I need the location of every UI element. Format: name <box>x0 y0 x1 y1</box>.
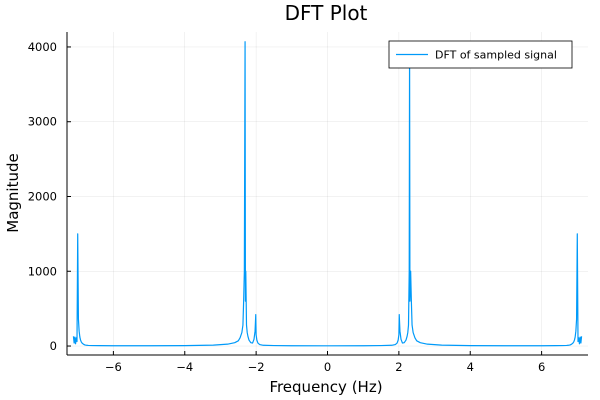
series-layer <box>72 41 583 347</box>
y-tick-label: 4000 <box>28 40 57 54</box>
legend: DFT of sampled signal <box>388 40 573 69</box>
x-tick-label: −4 <box>176 360 193 374</box>
axes <box>66 32 588 356</box>
x-tick-label: 4 <box>467 360 474 374</box>
y-tick-label: 2000 <box>28 189 57 203</box>
x-tick-label: 0 <box>324 360 331 374</box>
x-axis-label: Frequency (Hz) <box>269 378 382 396</box>
x-tick-label: 6 <box>538 360 545 374</box>
tick-labels: −6 −4 −2 0 2 4 6 0 1000 2000 3000 4000 <box>28 40 546 374</box>
y-tick-label: 1000 <box>28 264 57 278</box>
legend-label-dft: DFT of sampled signal <box>435 49 557 62</box>
x-tick-label: 2 <box>395 360 402 374</box>
series-line-dft <box>72 41 583 347</box>
x-tick-label: −2 <box>248 360 265 374</box>
x-tick-label: −6 <box>105 360 122 374</box>
chart-title: DFT Plot <box>285 1 368 25</box>
y-tick-label: 0 <box>50 339 57 353</box>
y-tick-label: 3000 <box>28 115 57 129</box>
y-axis-label: Magnitude <box>4 153 22 232</box>
